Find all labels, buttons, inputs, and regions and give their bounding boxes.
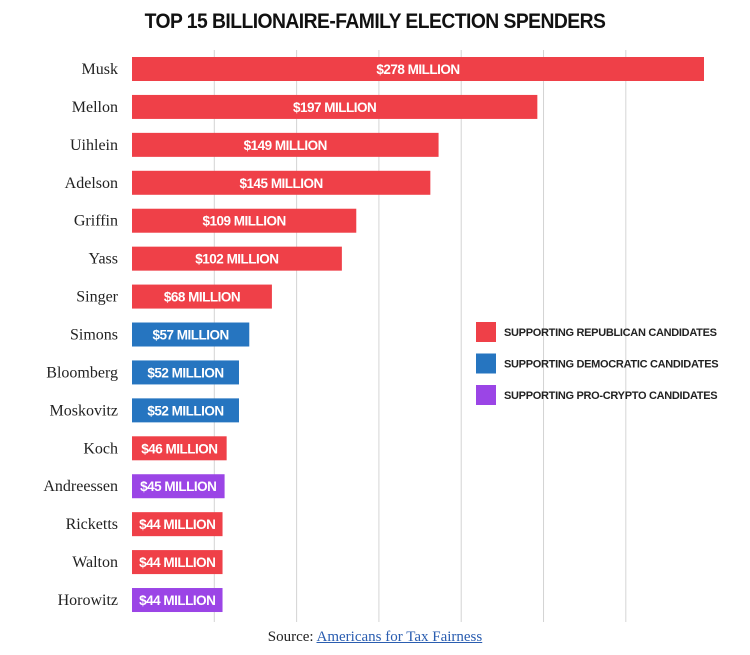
chart-title: TOP 15 BILLIONAIRE-FAMILY ELECTION SPEND… (144, 10, 606, 33)
data-label: $46 MILLION (141, 441, 217, 456)
data-label: $44 MILLION (139, 593, 215, 608)
category-label: Mellon (72, 99, 118, 116)
bar-chart: Musk $278 MILLION Mellon $197 MILLION Uihlei… (43, 50, 719, 622)
legend-swatch-republican (476, 322, 496, 342)
bar-ricketts (132, 512, 223, 537)
legend-label-republican: SUPPORTING REPUBLICAN CANDIDATES (504, 327, 717, 339)
legend-swatch-crypto (476, 385, 496, 405)
data-label: $44 MILLION (139, 555, 215, 570)
bar-griffin (132, 208, 357, 233)
category-label: Yass (88, 251, 118, 268)
category-label: Koch (83, 440, 118, 457)
bar-walton (132, 550, 223, 575)
category-label: Musk (82, 61, 118, 78)
bar-uihlein (132, 132, 439, 157)
data-label: $278 MILLION (376, 62, 459, 77)
data-label: $57 MILLION (153, 328, 229, 343)
legend-swatch-democratic (476, 353, 496, 374)
category-label: Ricketts (66, 516, 118, 533)
category-label: Horowitz (58, 592, 118, 609)
source-link[interactable]: Americans for Tax Fairness (316, 629, 483, 645)
source-prefix: Source: (267, 629, 317, 645)
bar-horowitz (132, 588, 223, 613)
bar-mellon (132, 94, 538, 119)
category-label: Simons (70, 327, 118, 344)
legend-label-democratic: SUPPORTING DEMOCRATIC CANDIDATES (504, 359, 718, 371)
data-label: $197 MILLION (293, 100, 376, 115)
bar-koch (132, 436, 227, 461)
category-label: Uihlein (70, 137, 118, 154)
bar-musk (132, 57, 704, 81)
data-label: $145 MILLION (240, 176, 323, 191)
category-label: Walton (72, 554, 118, 571)
bar-moskovitz (132, 398, 239, 423)
data-label: $149 MILLION (244, 138, 327, 153)
category-label: Singer (76, 289, 118, 306)
data-label: $44 MILLION (139, 517, 215, 532)
category-label: Bloomberg (46, 364, 118, 381)
category-label: Moskovitz (50, 402, 118, 419)
category-label: Andreessen (43, 478, 118, 495)
bar-bloomberg (132, 360, 239, 385)
data-label: $52 MILLION (147, 365, 223, 380)
bar-yass (132, 246, 342, 271)
bar-andreessen (132, 474, 225, 499)
bar-adelson (132, 170, 431, 195)
bar-singer (132, 284, 272, 309)
legend-label-crypto: SUPPORTING PRO-CRYPTO CANDIDATES (504, 390, 717, 402)
source-note: Source: Americans for Tax Fairness (0, 629, 750, 646)
category-label: Griffin (74, 213, 118, 230)
data-label: $102 MILLION (195, 252, 278, 267)
data-label: $52 MILLION (147, 403, 223, 418)
data-label: $109 MILLION (202, 214, 285, 229)
data-label: $68 MILLION (164, 290, 240, 305)
data-label: $45 MILLION (140, 479, 216, 494)
bar-simons (132, 322, 250, 347)
category-label: Adelson (65, 175, 118, 192)
